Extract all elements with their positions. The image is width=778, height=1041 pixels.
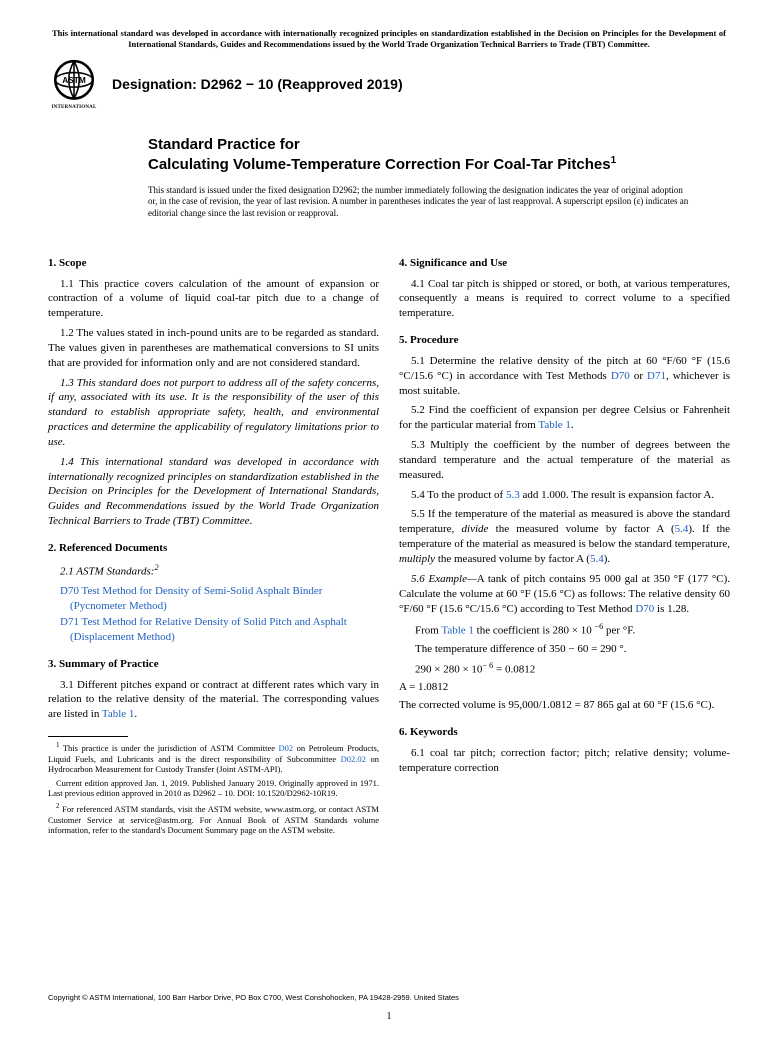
s5-p4: 5.4 To the product of 5.3 add 1.000. The… bbox=[399, 488, 730, 503]
s5-p6: 5.6 Example—A tank of pitch contains 95 … bbox=[399, 572, 730, 617]
eq4: A = 1.0812 bbox=[399, 680, 730, 695]
title-block: Standard Practice for Calculating Volume… bbox=[148, 136, 730, 175]
svg-text:ASTM: ASTM bbox=[62, 75, 86, 85]
s2-lead: 2.1 ASTM Standards:2 bbox=[48, 562, 379, 580]
columns: 1. Scope 1.1 This practice covers calcul… bbox=[48, 244, 730, 839]
ref-d71[interactable]: D71 Test Method for Relative Density of … bbox=[48, 615, 379, 645]
s5-p2: 5.2 Find the coefficient of expansion pe… bbox=[399, 403, 730, 433]
ref-d70-code: D70 bbox=[60, 585, 79, 597]
s3-head: 3. Summary of Practice bbox=[48, 657, 379, 672]
eq3b: = 0.0812 bbox=[493, 663, 535, 675]
s5-p5i2: multiply bbox=[399, 553, 435, 565]
eq3a: 290 × 280 × 10 bbox=[415, 663, 482, 675]
d71-link-a[interactable]: D71 bbox=[647, 370, 666, 382]
s1-p2: 1.2 The values stated in inch-pound unit… bbox=[48, 326, 379, 371]
eq1c: per °F. bbox=[603, 625, 635, 637]
s5-p5m: the measured volume by factor A ( bbox=[488, 523, 674, 535]
left-column: 1. Scope 1.1 This practice covers calcul… bbox=[48, 244, 379, 839]
s5-p3: 5.3 Multiply the coefficient by the numb… bbox=[399, 438, 730, 483]
table1-link-b[interactable]: Table 1 bbox=[538, 419, 571, 431]
footnote-1: 1 This practice is under the jurisdictio… bbox=[48, 741, 379, 775]
copyright: Copyright © ASTM International, 100 Barr… bbox=[48, 993, 459, 1003]
title-lead: Standard Practice for bbox=[148, 136, 730, 155]
s5-p4a: 5.4 To the product of bbox=[411, 489, 506, 501]
s1-p3: 1.3 This standard does not purport to ad… bbox=[48, 376, 379, 450]
s5-p4b: add 1.000. The result is expansion facto… bbox=[520, 489, 714, 501]
title-main: Calculating Volume-Temperature Correctio… bbox=[148, 155, 730, 175]
s3-p1b: . bbox=[134, 708, 137, 720]
designation: Designation: D2962 − 10 (Reapproved 2019… bbox=[112, 75, 403, 94]
eq3: 290 × 280 × 10− 6 = 0.0812 bbox=[399, 660, 730, 678]
title-text: Calculating Volume-Temperature Correctio… bbox=[148, 156, 611, 173]
issue-note: This standard is issued under the fixed … bbox=[148, 185, 690, 220]
ref-d71-text: Test Method for Relative Density of Soli… bbox=[70, 616, 347, 643]
eq5: The corrected volume is 95,000/1.0812 = … bbox=[399, 698, 730, 713]
s1-head: 1. Scope bbox=[48, 256, 379, 271]
fn1a: This practice is under the jurisdiction … bbox=[60, 743, 279, 753]
53-link[interactable]: 5.3 bbox=[506, 489, 520, 501]
footnote-rule bbox=[48, 736, 128, 737]
fn1-link2[interactable]: D02.02 bbox=[341, 754, 366, 764]
logo-label: INTERNATIONAL bbox=[51, 105, 96, 112]
s5-p1: 5.1 Determine the relative density of th… bbox=[399, 354, 730, 399]
page: This international standard was develope… bbox=[0, 0, 778, 1041]
s5-p5: 5.5 If the temperature of the material a… bbox=[399, 507, 730, 566]
right-column: 4. Significance and Use 4.1 Coal tar pit… bbox=[399, 244, 730, 839]
d70-link-a[interactable]: D70 bbox=[611, 370, 630, 382]
footnote-1d: Current edition approved Jan. 1, 2019. P… bbox=[48, 778, 379, 799]
page-number: 1 bbox=[387, 1010, 392, 1024]
s5-p1m: or bbox=[630, 370, 647, 382]
title-sup: 1 bbox=[611, 155, 617, 166]
s5-head: 5. Procedure bbox=[399, 333, 730, 348]
eq1sup: −6 bbox=[594, 622, 603, 631]
ref-d70[interactable]: D70 Test Method for Density of Semi-Soli… bbox=[48, 584, 379, 614]
s6-head: 6. Keywords bbox=[399, 725, 730, 740]
d70-link-b[interactable]: D70 bbox=[635, 603, 654, 615]
astm-logo: ASTM INTERNATIONAL bbox=[48, 58, 100, 110]
s5-p5i1: divide bbox=[462, 523, 489, 535]
ref-d70-text: Test Method for Density of Semi-Solid As… bbox=[70, 585, 322, 612]
fn2-text: For referenced ASTM standards, visit the… bbox=[48, 804, 379, 835]
s3-p1a: 3.1 Different pitches expand or contract… bbox=[48, 679, 379, 721]
s5-p6a: 5.6 Example— bbox=[411, 573, 477, 585]
s4-p1: 4.1 Coal tar pitch is shipped or stored,… bbox=[399, 277, 730, 322]
s4-head: 4. Significance and Use bbox=[399, 256, 730, 271]
s5-p6c: is 1.28. bbox=[654, 603, 689, 615]
footnote-2: 2 For referenced ASTM standards, visit t… bbox=[48, 802, 379, 836]
ref-d71-code: D71 bbox=[60, 616, 79, 628]
table1-link-c[interactable]: Table 1 bbox=[441, 625, 474, 637]
s5-p5b: ). bbox=[604, 553, 610, 565]
s3-p1: 3.1 Different pitches expand or contract… bbox=[48, 678, 379, 723]
top-notice: This international standard was develope… bbox=[48, 28, 730, 50]
s5-p2b: . bbox=[571, 419, 574, 431]
54-link-a[interactable]: 5.4 bbox=[675, 523, 689, 535]
s2-lead-sup: 2 bbox=[154, 563, 158, 572]
eq3sup: − 6 bbox=[482, 661, 493, 670]
fn1-link1[interactable]: D02 bbox=[279, 743, 294, 753]
s1-p4: 1.4 This international standard was deve… bbox=[48, 455, 379, 529]
s1-p1: 1.1 This practice covers calculation of … bbox=[48, 277, 379, 322]
header-row: ASTM INTERNATIONAL Designation: D2962 − … bbox=[48, 58, 730, 110]
s5-p5m3: the measured volume by factor A ( bbox=[435, 553, 590, 565]
s6-p1: 6.1 coal tar pitch; correction factor; p… bbox=[399, 746, 730, 776]
table1-link-a[interactable]: Table 1 bbox=[102, 708, 135, 720]
s2-head: 2. Referenced Documents bbox=[48, 541, 379, 556]
eq1b: the coefficient is 280 × 10 bbox=[474, 625, 595, 637]
s2-lead-text: 2.1 ASTM Standards: bbox=[60, 566, 154, 578]
eq1a: From bbox=[415, 625, 441, 637]
eq1: From Table 1 the coefficient is 280 × 10… bbox=[399, 621, 730, 639]
54-link-b[interactable]: 5.4 bbox=[590, 553, 604, 565]
eq2: The temperature difference of 350 − 60 =… bbox=[399, 642, 730, 657]
